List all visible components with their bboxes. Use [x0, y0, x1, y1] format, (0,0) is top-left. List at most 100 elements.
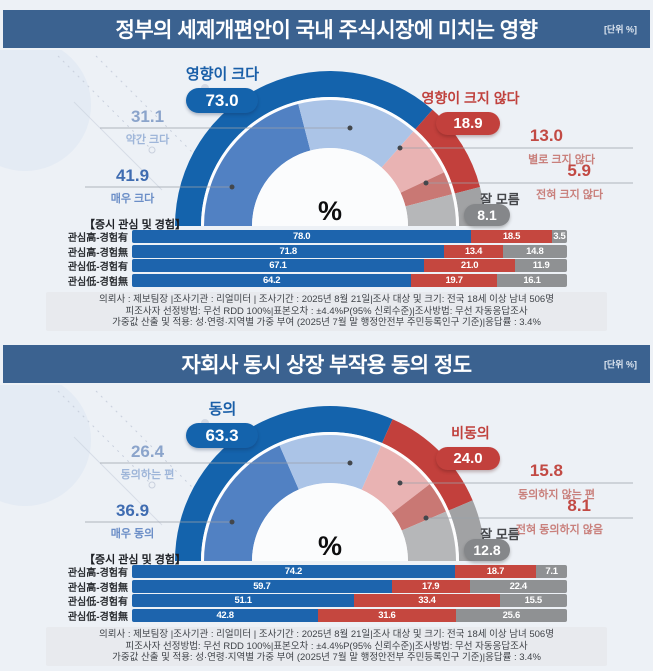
bar-row: 관심低-경험無 42.8 31.6 25.6: [35, 608, 567, 623]
gauge-inner-segment: [361, 445, 430, 514]
bar-segment: 71.8: [132, 244, 445, 258]
gauge-negative-value-pill: 18.9: [436, 112, 500, 135]
survey-note-line: 가중값 산출 및 적용: 성·연령·지역별 가중 부여 (2025년 7월 말 …: [112, 317, 541, 328]
gauge-sub-value: 41.9: [115, 166, 150, 185]
gauge-center-hole: [252, 148, 408, 226]
leader-dot: [397, 480, 403, 486]
gauge-center-symbol: %: [317, 196, 342, 226]
gauge-center-symbol: %: [317, 531, 342, 561]
gauge-sub-value: 13.0: [529, 126, 563, 145]
gauge-sub-label: 별로 크지 않다: [528, 154, 595, 166]
bar-segment: 67.1: [132, 259, 424, 272]
bar-row-label: 관심低-경험無: [67, 276, 128, 288]
bar-track: 51.1 33.4 15.5: [132, 594, 567, 607]
bar-row-label: 관심高-경험有: [67, 233, 128, 244]
gauge-sub-value: 26.4: [130, 442, 165, 461]
bar-segment: 7.1: [536, 565, 567, 578]
gauge-leader-lines: [85, 125, 633, 190]
bar-segment: 17.9: [391, 579, 470, 593]
survey-note: 의뢰사 : 제보팀장 |조사기관 : 리얼미터 | 조사기간 : 2025년 8…: [46, 292, 607, 331]
bar-segment: 51.1: [132, 594, 355, 607]
bar-segment: 31.6: [318, 608, 456, 622]
background-decoration: [0, 50, 269, 222]
background-decoration: [0, 385, 269, 557]
stacked-bar-chart: 관심高-경험有 74.2 18.7 7.1 관심高-경험無 59.7 17.9 22.4 관심低…: [35, 565, 567, 623]
bar-track: 64.2 19.7 16.1: [132, 273, 567, 287]
bar-segment: 18.5: [471, 230, 552, 243]
leader-dot: [423, 515, 429, 521]
leader-dot: [347, 125, 353, 131]
gauge-chart-area: 동의 63.3 비동의 24.0 잘 모름 12.8 26.4 동의하는 편 3…: [0, 385, 653, 567]
bar-segment: 25.6: [455, 608, 567, 622]
bar-row-label: 관심低-경험無: [67, 611, 128, 623]
bar-row: 관심高-경험無 59.7 17.9 22.4: [35, 579, 567, 594]
bar-segment: 21.0: [423, 259, 516, 272]
gauge-sub-label: 매우 동의: [110, 528, 155, 540]
gauge-negative-label: 영향이 크지 않다: [421, 90, 520, 106]
gauge-sub-label: 동의하는 편: [120, 469, 175, 481]
bar-row: 관심低-경험無 64.2 19.7 16.1: [35, 273, 567, 288]
unit-label: [단위 %]: [603, 24, 637, 35]
bar-track: 74.2 18.7 7.1: [132, 565, 567, 578]
panel-title-bar: 정부의 세제개편안이 국내 주식시장에 미치는 영향 [단위 %]: [3, 10, 650, 48]
gauge-inner-segment: [204, 104, 311, 226]
survey-note: 의뢰사 : 제보팀장 |조사기관 : 리얼미터 | 조사기간 : 2025년 8…: [46, 627, 607, 666]
bar-row: 관심高-경험有 74.2 18.7 7.1: [35, 565, 567, 579]
leader-dot: [229, 184, 235, 190]
gauge-sub-value: 5.9: [567, 161, 591, 180]
gauge-positive-label: 동의: [208, 401, 237, 418]
bar-segment: 16.1: [496, 273, 567, 287]
bar-segment: 74.2: [132, 565, 455, 578]
gauge-sub-value: 15.8: [529, 461, 563, 480]
gauge-unknown-label: 잘 모름: [480, 527, 520, 542]
gauge-inner-segment: [204, 445, 299, 561]
bar-row-label: 관심高-경험無: [67, 247, 128, 259]
bar-row-label: 관심高-경험無: [67, 582, 128, 594]
half-donut-gauge: [0, 50, 633, 226]
leader-dot: [397, 145, 403, 151]
leader-dot: [423, 180, 429, 186]
bar-row-label: 관심低-경험有: [67, 262, 128, 273]
poll-panel-tax-reform: 정부의 세제개편안이 국내 주식시장에 미치는 영향 [단위 %]: [0, 0, 653, 335]
poll-panel-subsidiary-listing: 자회사 동시 상장 부작용 동의 정도 [단위 %]: [0, 335, 653, 671]
bar-row-label: 관심高-경험有: [67, 568, 128, 579]
gauge-sub-label: 전혀 크지 않다: [536, 189, 603, 201]
gauge-chart-area: 영향이 크다 73.0 영향이 크지 않다 18.9 잘 모름 8.1 31.1…: [0, 50, 653, 232]
leader-dot: [229, 519, 235, 525]
bar-chart-header: 【증시 관심 및 경험】: [84, 219, 187, 231]
bar-chart-header: 【증시 관심 및 경험】: [84, 554, 187, 566]
gauge-positive-label: 영향이 크다: [185, 66, 260, 83]
bar-track: 78.0 18.5 3.5: [132, 230, 567, 243]
bar-segment: 14.8: [502, 244, 567, 258]
gauge-sub-value: 31.1: [130, 107, 165, 126]
leader-dot: [347, 460, 353, 466]
survey-note-line: 가중값 산출 및 적용: 성·연령·지역별 가중 부여 (2025년 7월 말 …: [112, 652, 541, 663]
gauge-inner-segment: [298, 100, 414, 168]
gauge-unknown-label: 잘 모름: [480, 192, 520, 207]
gauge-outer-segment: [382, 419, 473, 511]
bar-track: 67.1 21.0 11.9: [132, 259, 567, 272]
unit-label: [단위 %]: [603, 359, 637, 370]
gauge-positive-value-pill: 63.3: [186, 423, 258, 448]
bar-segment: 13.4: [444, 244, 503, 258]
bar-segment: 22.4: [469, 579, 567, 593]
gauge-negative-value-pill: 24.0: [436, 447, 500, 470]
gauge-inner-segment: [381, 131, 445, 193]
gauge-sub-value: 36.9: [115, 501, 150, 520]
bar-segment: 59.7: [132, 579, 392, 593]
gauge-sub-label: 동의하지 않는 편: [518, 489, 595, 501]
gauge-leader-lines: [85, 460, 633, 525]
bar-segment: 18.7: [454, 565, 537, 578]
survey-note-line: 의뢰사 : 제보팀장 |조사기관 : 리얼미터 | 조사기간 : 2025년 8…: [99, 629, 554, 640]
survey-note-line: 피조사자 선정방법: 무선 RDD 100%|표본오차 : ±4.4%P(95%…: [125, 640, 528, 652]
bar-segment: 33.4: [354, 594, 500, 607]
survey-note-line: 피조사자 선정방법: 무선 RDD 100%|표본오차 : ±4.4%P(95%…: [125, 305, 528, 317]
gauge-unknown-value-pill: 8.1: [464, 204, 510, 226]
gauge-sub-label: 전혀 동의하지 않음: [515, 524, 603, 536]
bar-segment: 42.8: [132, 608, 319, 622]
bar-segment: 11.9: [515, 259, 567, 272]
panel-title-bar: 자회사 동시 상장 부작용 동의 정도 [단위 %]: [3, 345, 650, 383]
gauge-sub-label: 매우 크다: [110, 193, 155, 205]
gauge-inner-segment: [401, 511, 456, 561]
bar-row: 관심低-경험有 67.1 21.0 11.9: [35, 259, 567, 273]
